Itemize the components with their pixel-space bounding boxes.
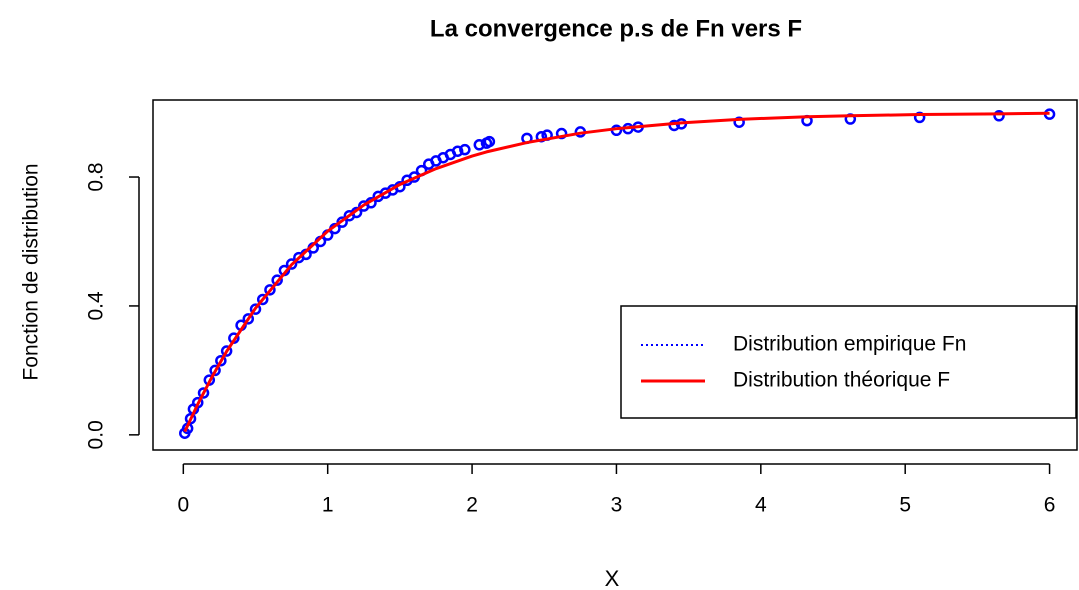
data-point — [271, 274, 283, 286]
x-tick-label: 3 — [611, 494, 623, 517]
data-point — [473, 139, 486, 151]
chart-title: La convergence p.s de Fn vers F — [430, 15, 802, 42]
data-point — [668, 119, 680, 132]
data-point — [249, 303, 262, 315]
data-point — [913, 111, 926, 124]
x-tick-label: 5 — [899, 494, 911, 517]
line-series — [183, 111, 1050, 433]
data-point — [555, 127, 568, 140]
data-point — [451, 145, 464, 157]
x-tick-label: 2 — [466, 494, 478, 517]
y-axis-label: Fonction de distribution — [20, 163, 43, 380]
x-axis-label: X — [605, 566, 620, 590]
x-tick-label: 1 — [322, 494, 334, 517]
x-tick-label: 6 — [1044, 494, 1056, 517]
y-tick-label: 0.8 — [85, 162, 108, 191]
y-tick-label: 0.4 — [85, 291, 108, 321]
legend-label: Distribution empirique Fn — [733, 333, 966, 356]
data-point — [184, 412, 197, 425]
data-point — [483, 135, 496, 148]
data-point — [264, 284, 276, 296]
x-tick-label: 0 — [177, 494, 189, 517]
data-point — [209, 364, 221, 377]
data-point — [197, 387, 210, 399]
legend-box — [620, 305, 1077, 419]
plot-frame — [152, 99, 1078, 451]
data-point — [215, 354, 227, 367]
legend-label: Distribution théorique F — [733, 369, 950, 392]
data-point — [242, 313, 255, 325]
data-point — [733, 116, 745, 128]
y-tick-label: 0.0 — [85, 420, 108, 449]
data-point — [993, 110, 1005, 122]
data-point — [459, 143, 471, 156]
data-point — [285, 258, 298, 270]
data-point — [256, 293, 269, 306]
data-point — [220, 345, 233, 357]
x-tick-label: 4 — [755, 494, 767, 517]
